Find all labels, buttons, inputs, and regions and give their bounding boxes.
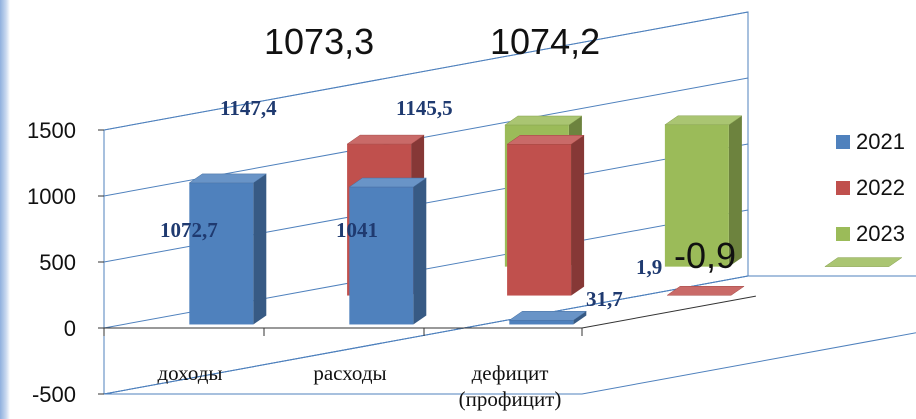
y-tick-label: 1500 (27, 118, 76, 143)
bar-side (253, 173, 267, 325)
legend-swatch-2023 (836, 227, 850, 241)
bar-side (728, 115, 742, 267)
gridline (103, 11, 749, 131)
bar-2022-1 (506, 135, 585, 296)
data-label-2022-0: 1147,4 (220, 96, 277, 120)
data-label-2023-0: 1073,3 (264, 21, 374, 62)
legend-item-2021[interactable]: 2021 (836, 129, 905, 154)
category-label: доходы (157, 361, 222, 385)
data-label-2021-2: 31,7 (586, 287, 623, 311)
chart-legend: 2021 2022 2023 (836, 129, 905, 246)
bar-top (824, 257, 903, 267)
bar-2021-0 (188, 173, 268, 325)
chart-bars (188, 115, 903, 325)
y-tick-label: 0 (64, 316, 76, 341)
bar-front (507, 144, 572, 296)
bar-top (188, 173, 268, 184)
legend-label-2022: 2022 (856, 175, 905, 200)
legend-label-2023: 2023 (856, 221, 905, 246)
bar-front (664, 124, 729, 267)
category-label: расходы (313, 361, 386, 385)
bar-2022-2 (666, 286, 745, 296)
bar-top (666, 286, 745, 296)
data-label-2021-0: 1072,7 (160, 218, 218, 242)
y-tick-label: 500 (39, 250, 76, 275)
bar-side (413, 178, 427, 325)
data-label-2023-1: 1074,2 (490, 21, 600, 62)
x-axis-depth-line (581, 295, 756, 329)
slide-edge-decoration (0, 0, 10, 419)
gridline (103, 275, 749, 395)
category-label: дефицит (профицит) (459, 361, 562, 411)
data-label-2021-1: 1041 (336, 218, 378, 242)
bar-side (571, 135, 585, 296)
legend-item-2023[interactable]: 2023 (836, 221, 905, 246)
bar-top (506, 135, 585, 145)
bar-top (508, 311, 588, 321)
legend-swatch-2022 (836, 181, 850, 195)
data-label-2022-1: 1145,5 (396, 96, 453, 120)
data-label-2022-2: 1,9 (636, 255, 662, 279)
y-tick-label: -500 (32, 382, 76, 407)
bar-2021-2 (508, 311, 588, 325)
bar-front (509, 320, 574, 325)
bar-top (346, 134, 425, 145)
bar-front (189, 182, 254, 325)
data-label-2023-2: -0,9 (674, 235, 736, 276)
bar-2023-2 (824, 257, 903, 267)
legend-item-2022[interactable]: 2022 (836, 175, 905, 200)
bar-2023-1 (664, 115, 743, 267)
y-tick-label: 1000 (27, 184, 76, 209)
bar-side (573, 311, 587, 325)
bar-top (504, 115, 583, 126)
bar-2021-1 (348, 177, 428, 325)
bar-top (664, 115, 743, 126)
legend-swatch-2021 (836, 135, 850, 149)
chart-labels: 1072,7 1041 31,7 1147,4 1145,5 1,9 1073,3 1074,… (160, 21, 736, 311)
chart-walls-and-grid: -500 0 500 1000 1500 доходы расходы дефицит (про… (27, 11, 916, 411)
legend-label-2021: 2021 (856, 129, 905, 154)
bar-front (349, 187, 414, 325)
bar-top (348, 177, 428, 188)
